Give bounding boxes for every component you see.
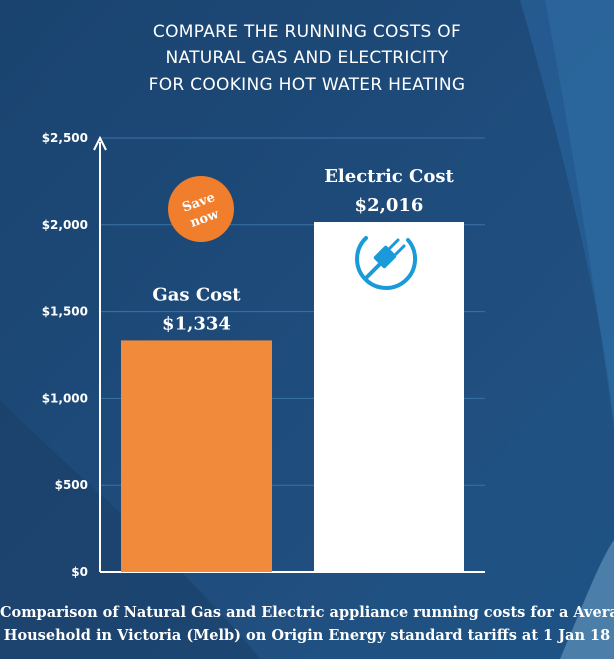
y-tick-label: $0 (71, 565, 88, 579)
chart-title-line-1: COMPARE THE RUNNING COSTS OF (152, 22, 462, 42)
plug-icon (355, 236, 418, 290)
y-axis-arrow (93, 135, 107, 151)
y-tick-label: $2,000 (42, 218, 88, 232)
chart-title-line-3: FOR COOKING HOT WATER HEATING (148, 75, 466, 95)
bar-category-label: Electric Cost (324, 166, 454, 187)
bar-gas-cost (121, 340, 272, 572)
y-tick-label: $500 (55, 478, 88, 492)
chart-title-line-2: NATURAL GAS AND ELECTRICITY (165, 48, 449, 68)
y-tick-label: $2,500 (42, 131, 88, 145)
bar-value-label: $1,334 (162, 313, 231, 334)
bar-chart: $0 $500 $1,000 $1,500 $2,000 $2,500 Gas Cost $1… (42, 131, 485, 579)
y-tick-label: $1,000 (42, 391, 88, 405)
footer-caption-line-1: Comparison of Natural Gas and Electric a… (0, 604, 614, 621)
save-now-badge (168, 176, 234, 242)
bar-electric-cost (314, 222, 464, 572)
bar-value-label: $2,016 (355, 195, 424, 216)
y-tick-label: $1,500 (42, 305, 88, 319)
bar-category-label: Gas Cost (152, 284, 241, 305)
footer-caption-line-2: Household in Victoria (Melb) on Origin E… (3, 627, 611, 644)
